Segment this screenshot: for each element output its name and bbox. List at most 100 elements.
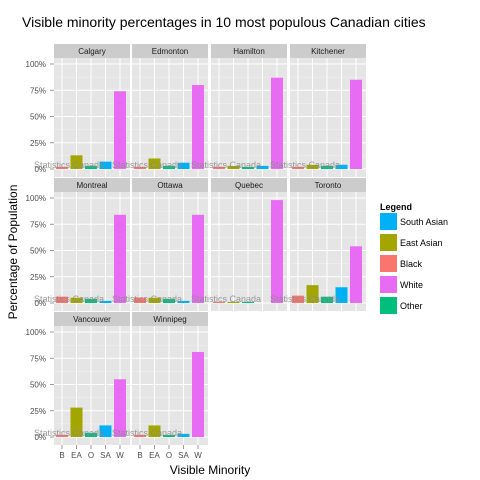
panel-strip (54, 44, 130, 58)
chart-title: Visible minority percentages in 10 most … (22, 14, 426, 30)
x-tick-label: W (116, 451, 124, 460)
bar-toronto-b (292, 295, 304, 303)
legend-label: White (400, 280, 423, 290)
bar-ottawa-o (163, 298, 175, 303)
panel-ottawa: Ottawa Statistics Canada (112, 178, 208, 311)
bar-calgary-ea (70, 155, 83, 169)
bar-kitchener-ea (306, 164, 319, 169)
bar-vancouver-w (114, 379, 126, 437)
x-axis-label: Visible Minority (170, 463, 250, 477)
panel-kitchener: Kitchener Statistics Canada (270, 44, 366, 177)
y-tick-label: 25% (30, 273, 46, 282)
panel-strip (132, 44, 208, 58)
bar-winnipeg-b (134, 434, 146, 437)
legend-key-south-asian (380, 213, 397, 230)
x-tick-label: B (137, 451, 142, 460)
x-tick-label: EA (149, 451, 160, 460)
panel-strip (290, 44, 366, 58)
panel-strip-label: Winnipeg (153, 315, 186, 324)
x-axis: B EA O SA W B EA O SA W (59, 445, 202, 460)
panel-strip (54, 178, 130, 192)
y-tick-label: 50% (30, 381, 46, 390)
panel-strip-label: Edmonton (152, 47, 188, 56)
x-tick-label: O (88, 451, 94, 460)
bar-montreal-b (56, 296, 68, 303)
panel-strip-label: Ottawa (157, 181, 183, 190)
bar-toronto-sa (335, 287, 348, 303)
bar-kitchener-w (350, 79, 362, 169)
watermark-text: Statistics Canada (112, 428, 182, 438)
bar-ottawa-sa (177, 300, 190, 303)
y-axis-label: Percentage of Population (6, 185, 20, 320)
panel-strip-label: Toronto (315, 181, 342, 190)
y-tick-label: 0% (34, 299, 46, 308)
bar-montreal-sa (99, 300, 112, 303)
bar-montreal-o (85, 298, 97, 303)
y-tick-label: 0% (34, 433, 46, 442)
y-tick-label: 0% (34, 165, 46, 174)
panel-strip (211, 44, 287, 58)
panel-toronto: Toronto Statistics Canada (270, 178, 366, 311)
legend-key-black (380, 255, 397, 272)
legend-key-white (380, 276, 397, 293)
bar-ottawa-b (134, 297, 146, 303)
bar-calgary-b (56, 166, 68, 169)
panel-strip-label: Hamilton (233, 47, 265, 56)
legend-key-other (380, 297, 397, 314)
bar-ottawa-ea (148, 297, 161, 303)
y-tick-label: 100% (26, 328, 46, 337)
bar-kitchener-sa (335, 164, 348, 169)
watermark-text: Statistics Canada (270, 160, 340, 170)
bar-calgary-w (114, 91, 126, 169)
bar-winnipeg-sa (177, 433, 190, 437)
y-tick-label: 100% (26, 194, 46, 203)
watermark-text: Statistics Canada (112, 294, 182, 304)
legend-label: East Asian (400, 238, 443, 248)
panel-strip (211, 178, 287, 192)
watermark-text: Statistics Canada (34, 160, 104, 170)
bar-montreal-ea (70, 297, 83, 303)
legend-key-east-asian (380, 234, 397, 251)
y-tick-label: 25% (30, 407, 46, 416)
bar-hamilton-ea (227, 165, 240, 169)
panel-strip-label: Montreal (76, 181, 107, 190)
watermark-text: Statistics Canada (191, 160, 261, 170)
y-tick-label: 75% (30, 354, 46, 363)
bar-edmonton-b (134, 166, 146, 169)
panel-strip-label: Vancouver (73, 315, 111, 324)
bar-kitchener-o (321, 165, 333, 169)
watermark-text: Statistics Canada (270, 294, 340, 304)
watermark-text: Statistics Canada (34, 428, 104, 438)
bar-kitchener-b (292, 166, 304, 169)
bar-toronto-o (321, 296, 333, 303)
legend-title: Legend (380, 202, 412, 212)
bar-montreal-w (114, 214, 126, 303)
bar-quebec-w (271, 200, 283, 303)
bar-ottawa-w (192, 214, 204, 303)
panel-strip-label: Calgary (78, 47, 106, 56)
watermark-text: Statistics Canada (34, 294, 104, 304)
bar-vancouver-o (85, 432, 97, 437)
x-tick-label: EA (71, 451, 82, 460)
bar-edmonton-sa (177, 162, 190, 169)
legend-label: South Asian (400, 217, 448, 227)
bar-calgary-o (85, 165, 97, 169)
panel-strip (54, 312, 130, 326)
bar-hamilton-sa (256, 165, 269, 169)
bar-quebec-o (242, 301, 254, 303)
panel-strip-label: Quebec (235, 181, 263, 190)
bar-vancouver-sa (99, 425, 112, 437)
y-tick-label: 75% (30, 220, 46, 229)
bar-winnipeg-w (192, 351, 204, 437)
bar-toronto-w (350, 246, 362, 303)
panel-quebec: Quebec Statistics Canada (191, 178, 287, 311)
x-tick-label: B (59, 451, 64, 460)
bar-winnipeg-o (163, 434, 175, 437)
watermark-text: Statistics Canada (191, 294, 261, 304)
bar-toronto-ea (306, 285, 319, 303)
bar-edmonton-w (192, 85, 204, 169)
y-tick-label: 100% (26, 60, 46, 69)
